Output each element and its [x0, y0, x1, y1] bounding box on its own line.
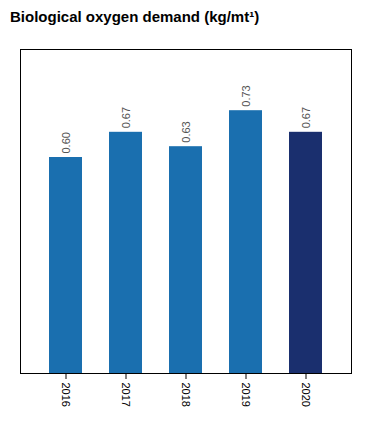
svg-text:2020: 2020 — [300, 383, 312, 407]
svg-text:0.63: 0.63 — [180, 121, 192, 142]
svg-text:2017: 2017 — [120, 383, 132, 407]
svg-text:0.67: 0.67 — [120, 107, 132, 128]
svg-text:2019: 2019 — [240, 383, 252, 407]
svg-text:2018: 2018 — [180, 383, 192, 407]
html-text:Biological oxygen demand (kg/m: Biological oxygen demand (kg/mt¹) — [10, 8, 260, 25]
svg-text:0.73: 0.73 — [240, 85, 252, 106]
svg-text:0.60: 0.60 — [60, 132, 72, 153]
svg-text:0.67: 0.67 — [300, 107, 312, 128]
svg-text:2016: 2016 — [60, 383, 72, 407]
